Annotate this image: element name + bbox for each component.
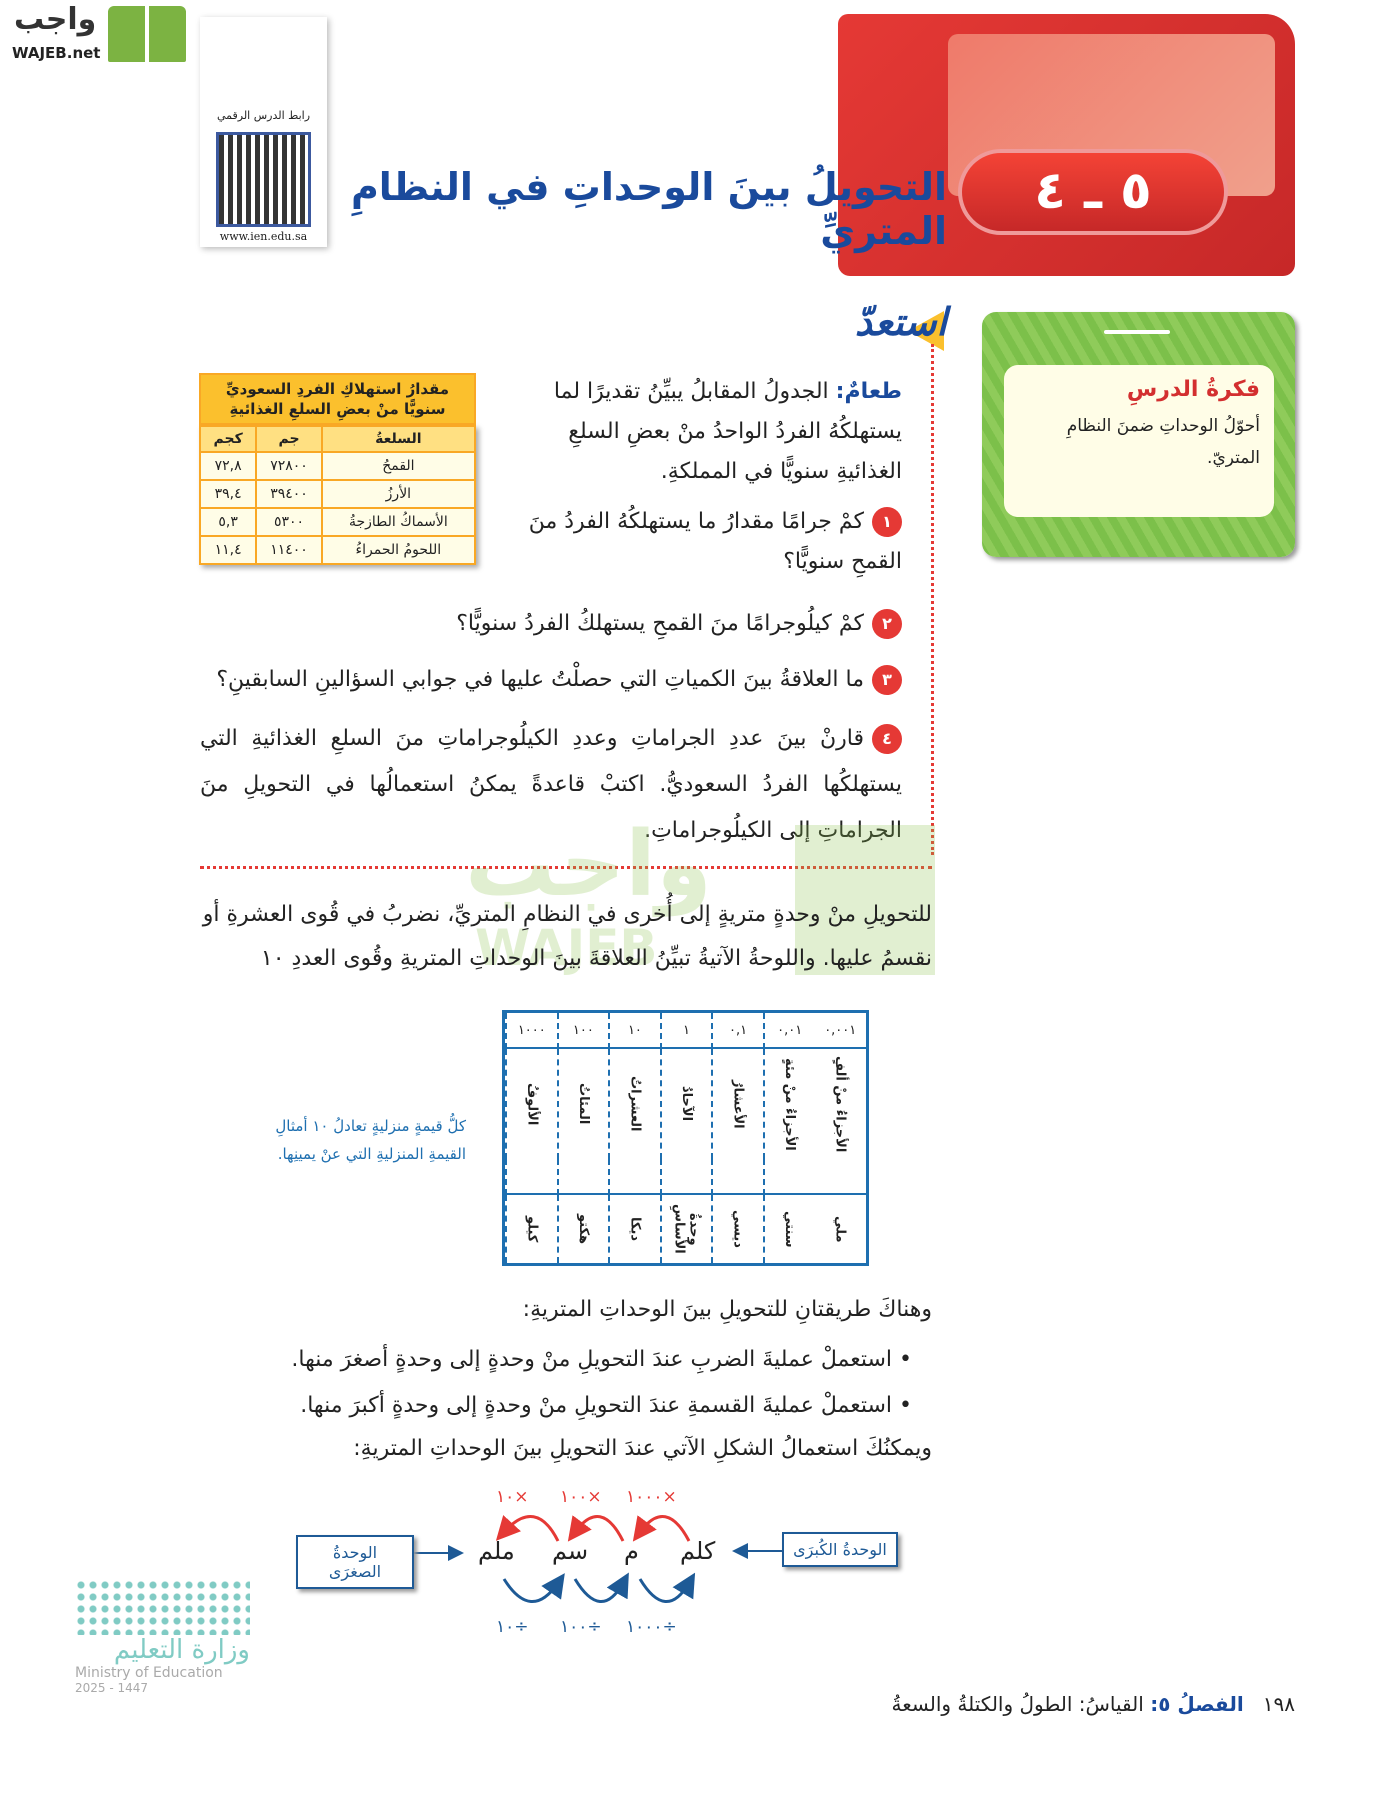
food-table-caption: مقدارُ استهلاكِ الفردِ السعوديِّ سنويًّا…	[199, 373, 476, 425]
methods-intro: وهناكَ طريقتانِ للتحويلِ بينَ الوحداتِ ا…	[522, 1297, 932, 1322]
place-value-cell	[608, 1159, 660, 1195]
divide-label: ÷١٠	[496, 1617, 529, 1637]
explain-text: للتحويلِ منْ وحدةٍ متريةٍ إلى أُخرى في ا…	[202, 902, 932, 971]
place-value-cell	[659, 1159, 712, 1195]
table-row: القمحُ ٧٢٨٠٠ ٧٢,٨	[198, 451, 477, 481]
unit-mm: ملم	[478, 1537, 515, 1565]
place-value-cell: الأجزاءُ منْ مئةٍ	[762, 1049, 815, 1159]
place-value-cell: ديكا	[608, 1195, 660, 1263]
place-value-chart: ٠,٠٠١ ٠,٠١ ٠,١ ١ ١٠ ١٠٠ ١٠٠٠ الأجزاءُ منْ ألفٍ ا…	[502, 1010, 869, 1266]
place-value-note: كلُّ قيمةٍ منزليةٍ تعادلُ ١٠ أمثالِ القي…	[275, 1117, 466, 1163]
place-value-cell: وحدةُ الأساسِ	[659, 1195, 712, 1263]
unit-km: كلم	[680, 1537, 716, 1565]
place-value-cell: الألوفُ	[505, 1049, 557, 1159]
col-header: كجم	[198, 425, 258, 453]
place-value-cell: سنتي	[762, 1195, 815, 1263]
conversion-diagram: الوحدةُ الكُبرَى الوحدةُ الصغرَى كلم م س…	[296, 1487, 898, 1637]
place-value-cell: العشراتُ	[608, 1049, 660, 1159]
page-number: ١٩٨	[1262, 1692, 1295, 1716]
question-2: ٢كمْ كيلُوجرامًا منَ القمحِ يستهلكُ الفر…	[200, 604, 902, 644]
place-value-cell	[762, 1159, 815, 1195]
place-value-cell: الأجزاءُ منْ ألفٍ	[832, 1055, 848, 1153]
methods-outro: ويمكنُكَ استعمالُ الشكلِ الآتي عندَ التح…	[353, 1436, 932, 1461]
multiply-label: ×١٠٠	[560, 1487, 602, 1507]
place-value-cell: الآحادُ	[659, 1049, 712, 1159]
place-value-cell: ١٠	[608, 1013, 660, 1049]
food-table: مقدارُ استهلاكِ الفردِ السعوديِّ سنويًّا…	[198, 373, 477, 565]
place-value-cell: المئاتُ	[556, 1049, 609, 1159]
divider	[200, 866, 932, 869]
place-value-cell: ١٠٠٠	[505, 1013, 557, 1049]
divide-label: ÷١٠٠٠	[626, 1617, 677, 1637]
table-row: الأرزُ ٣٩٤٠٠ ٣٩,٤	[198, 479, 477, 509]
qr-label: رابط الدرس الرقمي	[216, 109, 311, 122]
place-value-cell: ٠,٠١	[762, 1013, 815, 1049]
lesson-idea-box: فكرةُ الدرسِ أحوّلُ الوحداتِ ضمنَ النظام…	[982, 312, 1295, 557]
multiply-label: ×١٠	[496, 1487, 529, 1507]
unit-cm: سم	[552, 1537, 589, 1565]
triangle-icon	[908, 311, 944, 351]
intro-text: طعامٌ: الجدولُ المقابلُ يبيِّنُ تقديرًا …	[553, 379, 902, 484]
qr-code[interactable]	[216, 132, 311, 227]
place-value-cell: الأعشارُ	[711, 1049, 763, 1159]
place-value-cell	[556, 1159, 609, 1195]
page-footer: ١٩٨ الفصلُ ٥: القياسُ: الطولُ والكتلةُ و…	[891, 1692, 1295, 1716]
divide-label: ÷١٠٠	[560, 1617, 602, 1637]
lesson-number: ٥ ـ ٤	[958, 149, 1228, 235]
svg-text:WAJEB: WAJEB	[475, 919, 657, 977]
lesson-title: التحويلُ بينَ الوحداتِ في النظامِ المتري…	[350, 165, 947, 253]
table-row: الأسماكُ الطازجةُ ٥٣٠٠ ٥,٣	[198, 507, 477, 537]
prepare-heading: استعدّ	[854, 300, 947, 344]
method-bullet: • استعملْ عمليةَ القسمةِ عندَ التحويلِ م…	[300, 1393, 912, 1418]
place-value-cell: ١	[659, 1013, 712, 1049]
place-value-cell: ملي	[832, 1215, 848, 1243]
question-1: ١كمْ جرامًا مقدارُ ما يستهلكُهُ الفردُ م…	[528, 507, 902, 574]
book-icon	[108, 6, 186, 62]
wajeb-logo: واجب WAJEB.net	[0, 0, 190, 69]
place-value-cell: هكتو	[556, 1195, 609, 1263]
place-value-cell	[711, 1159, 763, 1195]
divider	[931, 344, 934, 855]
unit-m: م	[624, 1537, 639, 1565]
idea-text: أحوّلُ الوحداتِ ضمنَ النظامِ المتريّ.	[1066, 416, 1260, 468]
col-header: السلعةُ	[320, 425, 477, 453]
place-value-cell: ٠,١	[711, 1013, 763, 1049]
col-header: جم	[255, 425, 323, 453]
method-bullet: • استعملْ عمليةَ الضربِ عندَ التحويلِ من…	[291, 1347, 912, 1372]
place-value-cell: كيلو	[505, 1195, 557, 1263]
conversion-arrows	[414, 1515, 782, 1603]
larger-unit-box: الوحدةُ الكُبرَى	[782, 1532, 898, 1567]
multiply-label: ×١٠٠٠	[626, 1487, 677, 1507]
qr-url[interactable]: www.ien.edu.sa	[219, 230, 308, 243]
ministry-logo: وزارة التعليم Ministry of Education 2025…	[75, 1579, 250, 1695]
place-value-cell: ديسي	[711, 1195, 763, 1263]
place-value-cell: ١٠٠	[556, 1013, 609, 1049]
qr-card: رابط الدرس الرقمي www.ien.edu.sa	[200, 17, 327, 247]
svg-text:واجب: واجب	[465, 815, 712, 918]
question-4: ٤قارنْ بينَ عددِ الجراماتِ وعددِ الكيلُو…	[200, 724, 902, 843]
table-row: اللحومُ الحمراءُ ١١٤٠٠ ١١,٤	[198, 535, 477, 565]
place-value-cell	[505, 1159, 557, 1195]
place-value-cell: ٠,٠٠١	[814, 1013, 866, 1049]
place-value-cell	[814, 1159, 866, 1195]
question-3: ٣ما العلاقةُ بينَ الكمياتِ التي حصلْتُ ع…	[200, 660, 902, 700]
idea-heading: فكرةُ الدرسِ	[1126, 377, 1260, 402]
smaller-unit-box: الوحدةُ الصغرَى	[296, 1535, 414, 1589]
